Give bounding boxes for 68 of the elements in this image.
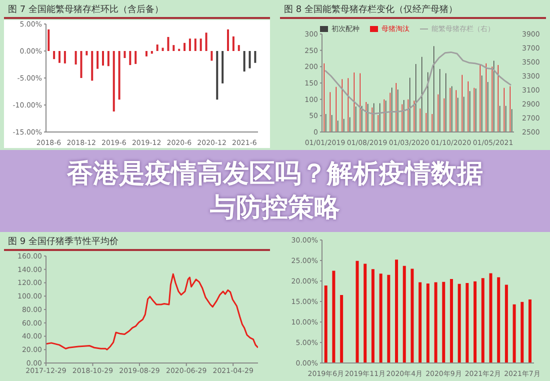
bar [340,294,344,363]
bar [145,51,148,56]
bar [520,302,524,363]
bar [504,284,508,363]
text: 香港是疫情高发区吗？解析疫情数据与防控策略 [66,158,484,225]
bar [205,32,208,51]
bar [184,42,186,51]
bar [134,51,137,64]
bar [156,44,158,51]
bar [227,29,230,51]
bar [222,51,224,84]
bar [512,304,516,363]
bar [434,282,438,363]
bar [210,51,213,61]
bar [254,51,256,63]
bar [248,51,251,68]
bar [91,51,94,81]
bar [332,270,336,363]
line-series [46,273,258,350]
bar [80,51,82,78]
bar [53,51,56,60]
chart-title: 图 9 全国仔猪季节性平均价 [7,236,120,249]
bar [58,51,61,63]
bar [188,38,191,51]
bar [474,281,477,363]
bar [364,264,367,363]
bar [86,51,88,56]
bar [426,283,430,363]
chart-title: 图 8 全国能繁母猪存栏变化（仅经产母猪） [283,4,458,17]
bar [96,51,99,69]
bar [167,36,170,51]
chart-title: 图 7 全国能繁母猪存栏环比（含后备） [7,4,164,17]
bar [395,260,398,363]
bar [150,51,153,54]
bar [232,36,234,51]
bar [466,283,469,363]
bar [450,278,453,363]
bar [118,51,120,100]
bar [356,260,359,363]
bar [74,51,77,64]
bar [194,38,196,51]
bar [216,51,218,100]
line-series [324,51,512,115]
bar [410,268,414,363]
bar [442,282,446,363]
bar [112,51,115,112]
bar [64,51,66,64]
bar [172,45,175,51]
bar [162,48,164,51]
bar [48,29,50,51]
bar [102,51,104,66]
bar [371,269,374,363]
bar [489,273,492,363]
bar [238,45,240,51]
bar [402,266,406,363]
bar [243,51,246,72]
bar [387,274,390,363]
bar [379,274,382,363]
bar [528,299,532,363]
bar [129,51,132,66]
bar [324,286,328,363]
bar [200,38,202,51]
bar [107,51,110,66]
bar [497,277,500,363]
bar [124,51,126,58]
bar [481,278,484,363]
bar [458,284,461,363]
bar [418,282,422,363]
